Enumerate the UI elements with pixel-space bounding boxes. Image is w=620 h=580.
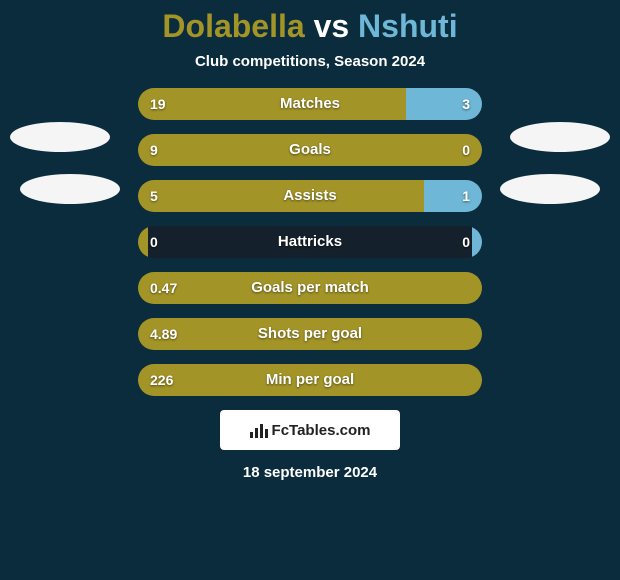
stat-row: 0.47Goals per match (138, 272, 482, 304)
player1-badge-2 (20, 174, 120, 204)
bars-icon (250, 422, 268, 438)
stat-row: 5Assists1 (138, 180, 482, 212)
page-title: Dolabella vs Nshuti (0, 8, 620, 45)
stat-label: Goals per match (138, 272, 482, 304)
stat-label: Assists (138, 180, 482, 212)
stat-row: 19Matches3 (138, 88, 482, 120)
stat-label: Shots per goal (138, 318, 482, 350)
stat-value-right: 0 (462, 134, 470, 166)
stat-row: 4.89Shots per goal (138, 318, 482, 350)
stat-row: 226Min per goal (138, 364, 482, 396)
attribution-badge: FcTables.com (220, 410, 400, 450)
title-vs: vs (314, 8, 350, 44)
stat-label: Goals (138, 134, 482, 166)
subtitle: Club competitions, Season 2024 (0, 53, 620, 70)
player2-badge-2 (500, 174, 600, 204)
stat-rows: 19Matches39Goals05Assists10Hattricks00.4… (138, 88, 482, 396)
stat-value-right: 0 (462, 226, 470, 258)
stat-value-right: 3 (462, 88, 470, 120)
stat-row: 9Goals0 (138, 134, 482, 166)
attribution-text: FcTables.com (272, 422, 371, 439)
stat-value-right: 1 (462, 180, 470, 212)
stat-label: Hattricks (138, 226, 482, 258)
stat-label: Min per goal (138, 364, 482, 396)
date-text: 18 september 2024 (0, 464, 620, 481)
stat-row: 0Hattricks0 (138, 226, 482, 258)
player1-name: Dolabella (162, 8, 304, 44)
stat-label: Matches (138, 88, 482, 120)
comparison-infographic: Dolabella vs Nshuti Club competitions, S… (0, 0, 620, 580)
player2-badge-1 (510, 122, 610, 152)
player2-name: Nshuti (358, 8, 458, 44)
player1-badge-1 (10, 122, 110, 152)
